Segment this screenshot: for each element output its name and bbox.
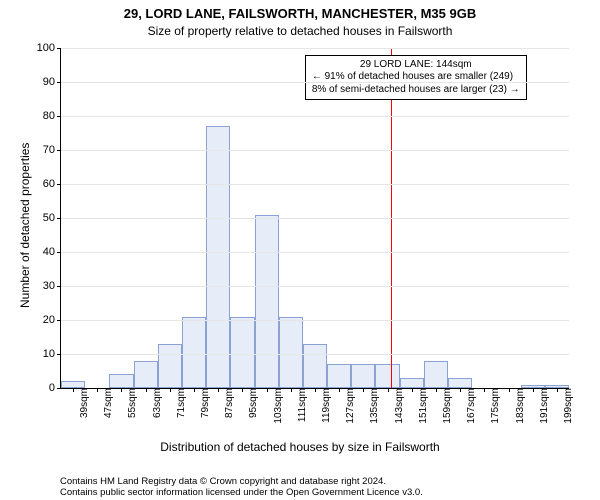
x-tick-label: 47sqm: [101, 388, 114, 418]
histogram-bar: [351, 364, 375, 388]
annotation-line-1: 29 LORD LANE: 144sqm: [312, 59, 520, 72]
gridline: [61, 116, 569, 117]
y-tick-label: 80: [43, 110, 61, 122]
x-tick: [170, 388, 171, 392]
histogram-bar: [255, 215, 279, 388]
x-tick-label: 39sqm: [77, 388, 90, 418]
x-tick: [218, 388, 219, 392]
plot-area: 29 LORD LANE: 144sqm ← 91% of detached h…: [60, 48, 569, 389]
gridline: [61, 82, 569, 83]
histogram-bar: [134, 361, 158, 388]
histogram-bar: [424, 361, 448, 388]
histogram-bar: [303, 344, 327, 388]
x-tick-label: 87sqm: [222, 388, 235, 418]
gridline: [61, 354, 569, 355]
x-tick: [146, 388, 147, 392]
footer-line-1: Contains HM Land Registry data © Crown c…: [60, 476, 386, 487]
x-tick-label: 199sqm: [561, 388, 574, 424]
x-tick: [460, 388, 461, 392]
gridline: [61, 48, 569, 49]
y-tick-label: 0: [49, 382, 61, 394]
x-tick-label: 167sqm: [464, 388, 477, 424]
x-tick: [557, 388, 558, 392]
x-axis-label: Distribution of detached houses by size …: [0, 440, 600, 454]
y-tick-label: 50: [43, 212, 61, 224]
y-tick-label: 90: [43, 76, 61, 88]
x-tick-label: 63sqm: [150, 388, 163, 418]
x-tick-label: 159sqm: [440, 388, 453, 424]
y-tick-label: 40: [43, 246, 61, 258]
gridline: [61, 150, 569, 151]
y-tick-label: 70: [43, 144, 61, 156]
x-tick: [73, 388, 74, 392]
x-tick: [267, 388, 268, 392]
histogram-bar: [327, 364, 351, 388]
x-tick-label: 183sqm: [513, 388, 526, 424]
histogram-bar: [230, 317, 254, 388]
x-tick: [484, 388, 485, 392]
histogram-bar: [448, 378, 472, 388]
y-tick-label: 30: [43, 280, 61, 292]
annotation-box: 29 LORD LANE: 144sqm ← 91% of detached h…: [305, 55, 527, 101]
x-tick: [315, 388, 316, 392]
histogram-bar: [279, 317, 303, 388]
x-tick: [242, 388, 243, 392]
x-tick-label: 191sqm: [537, 388, 550, 424]
gridline: [61, 218, 569, 219]
y-tick-label: 20: [43, 314, 61, 326]
footer-line-2: Contains public sector information licen…: [60, 487, 588, 498]
x-tick-label: 71sqm: [174, 388, 187, 418]
x-tick-label: 151sqm: [416, 388, 429, 424]
x-tick: [509, 388, 510, 392]
x-tick-label: 143sqm: [392, 388, 405, 424]
x-tick: [436, 388, 437, 392]
histogram-bar: [158, 344, 182, 388]
gridline: [61, 252, 569, 253]
histogram-bar: [182, 317, 206, 388]
histogram-bar: [61, 381, 85, 388]
footer: Contains HM Land Registry data © Crown c…: [60, 476, 588, 498]
histogram-bar: [400, 378, 424, 388]
annotation-line-3: 8% of semi-detached houses are larger (2…: [312, 84, 520, 97]
x-tick: [533, 388, 534, 392]
gridline: [61, 320, 569, 321]
chart-subtitle: Size of property relative to detached ho…: [0, 24, 600, 38]
y-tick-label: 60: [43, 178, 61, 190]
x-tick-label: 119sqm: [319, 388, 332, 423]
x-tick-label: 55sqm: [125, 388, 138, 418]
x-tick: [339, 388, 340, 392]
x-tick: [121, 388, 122, 392]
y-axis-label: Number of detached properties: [18, 143, 32, 308]
gridline: [61, 184, 569, 185]
y-tick-label: 100: [37, 42, 61, 54]
x-tick: [363, 388, 364, 392]
histogram-bar: [375, 364, 399, 388]
x-tick-label: 175sqm: [488, 388, 501, 424]
gridline: [61, 286, 569, 287]
x-tick-label: 135sqm: [367, 388, 380, 424]
x-tick-label: 95sqm: [246, 388, 259, 418]
x-tick: [97, 388, 98, 392]
y-tick-label: 10: [43, 348, 61, 360]
x-tick-label: 103sqm: [271, 388, 284, 424]
x-tick-label: 79sqm: [198, 388, 211, 418]
histogram-bar: [206, 126, 230, 388]
x-tick: [388, 388, 389, 392]
x-tick-label: 111sqm: [295, 388, 308, 422]
x-tick: [194, 388, 195, 392]
chart-title: 29, LORD LANE, FAILSWORTH, MANCHESTER, M…: [0, 6, 600, 21]
x-tick: [291, 388, 292, 392]
histogram-bar: [109, 374, 133, 388]
x-tick-label: 127sqm: [343, 388, 356, 424]
x-tick: [412, 388, 413, 392]
